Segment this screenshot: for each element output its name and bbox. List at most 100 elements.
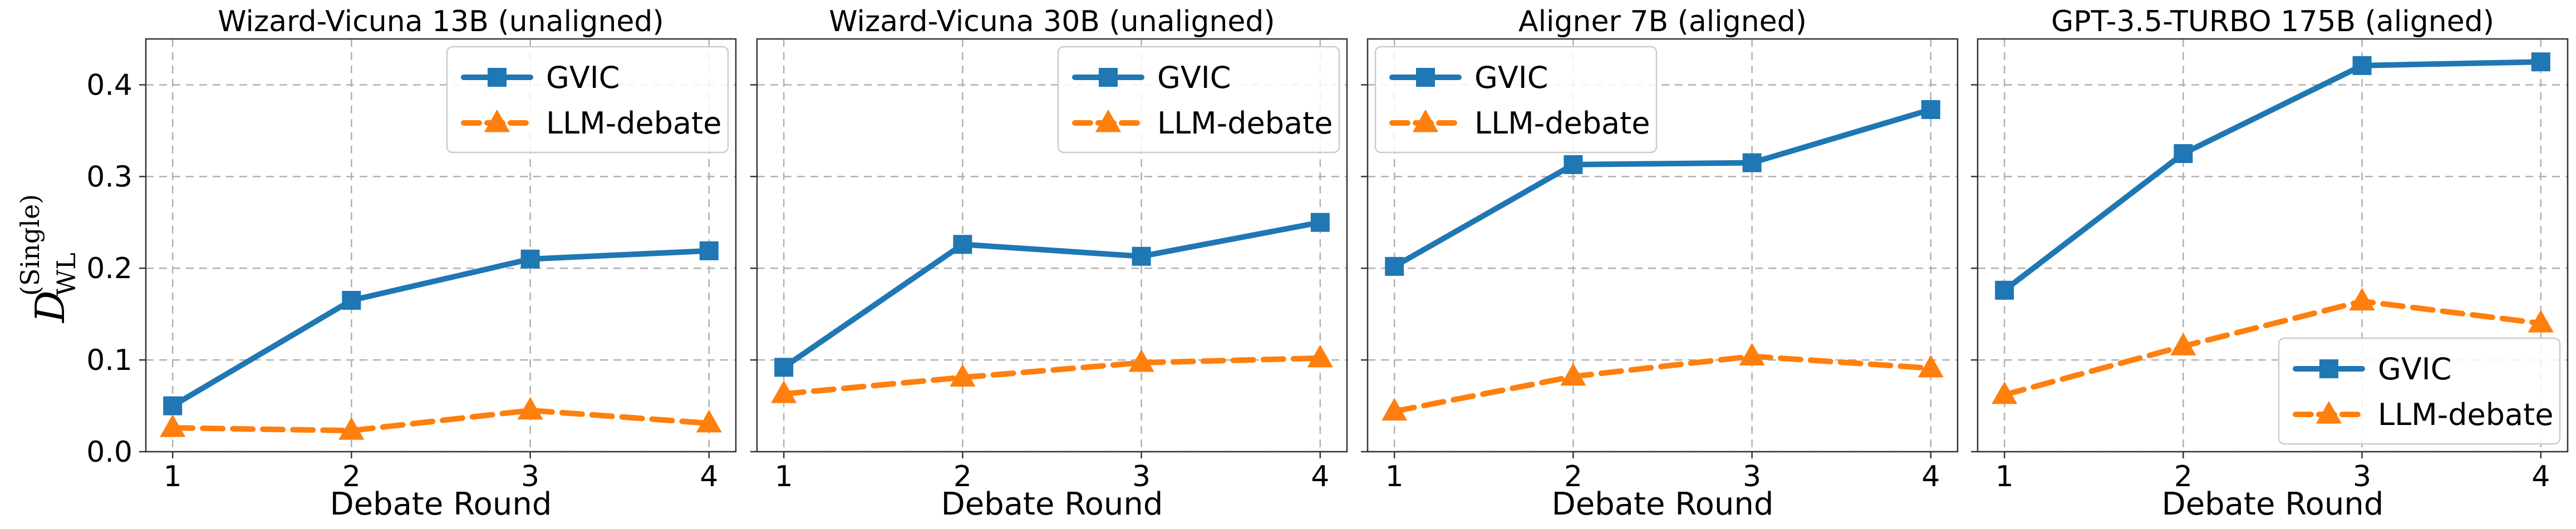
data-point-gvic [2174,144,2193,164]
series-line-gvic [781,219,1323,370]
legend-label-gvic: GVIC [1474,60,1548,95]
plot-frame [145,38,737,453]
legend: GVIC LLM-debate [1057,46,1340,154]
x-axis-title: Debate Round [1552,486,1774,522]
legend-marker-gvic [1099,68,1118,87]
data-point-gvic [1995,280,2014,300]
data-point-gvic [774,358,794,377]
data-point-llm-debate [1382,398,1408,421]
data-point-llm-debate [338,417,365,440]
x-tick-label: 1 [1385,460,1404,493]
x-tick-label: 3 [1132,460,1151,493]
legend-label-llm-debate: LLM-debate [546,106,722,141]
legend: GVIC LLM-debate [1374,46,1658,154]
data-point-llm-debate [1739,343,1765,366]
data-point-gvic [699,241,719,260]
chart-panel-4: 1 2 3 4 GPT-3.5-TURBO 175B (aligned) Debate R… [1971,5,2569,522]
x-tick-label: 2 [342,460,361,493]
data-point-gvic [2531,52,2550,72]
legend-label-llm-debate: LLM-debate [1474,106,1650,141]
y-axis-label: D WL (Single) [15,194,81,324]
plot-frame [1366,38,1959,453]
data-point-llm-debate [517,397,543,420]
y-tick-label: 0.0 [86,436,132,469]
legend-marker-gvic [488,68,507,87]
data-point-gvic [1385,256,1404,276]
y-axis-label-subscript: WL [51,253,81,296]
data-point-llm-debate [696,409,722,433]
series-line-gvic [2002,59,2544,293]
x-tick-label: 3 [2353,460,2371,493]
data-point-llm-debate [2170,333,2196,355]
series-line-gvic [1392,106,1934,269]
data-point-gvic [342,290,361,310]
x-tick-label: 2 [2174,460,2192,493]
legend-box [1374,46,1658,154]
data-point-gvic [163,396,183,416]
data-point-llm-debate [1128,349,1154,372]
x-tick-label: 3 [521,460,539,493]
x-tick-label: 1 [1995,460,2014,493]
legend-label-gvic: GVIC [1157,60,1231,95]
legend-marker-llm-debate [2316,401,2342,424]
legend: GVIC LLM-debate [2278,337,2561,445]
data-point-gvic [1132,246,1151,266]
data-point-gvic [1921,100,1940,119]
y-axis-label-main: D [27,290,73,324]
series-line-llm-debate [781,355,1323,397]
chart-panel-1: 1 2 3 4 0.0 0.1 0.2 0.3 0.4 Wizard-Vicuna 13B (un… [86,5,737,522]
x-tick-label: 3 [1743,460,1761,493]
x-tick-label: 2 [953,460,972,493]
legend-label-llm-debate: LLM-debate [2378,397,2554,432]
legend-marker-llm-debate [1095,109,1122,132]
y-axis-label-superscript: (Single) [15,194,45,296]
series-line-llm-debate [170,407,712,434]
series-line-gvic [170,248,712,409]
x-axis-title: Debate Round [330,486,552,522]
chart-panel-3: 1 2 3 4 Aligner 7B (aligned) Debate Round GVIC… [1361,5,1959,522]
data-point-gvic [1564,155,1583,174]
legend-marker-llm-debate [484,109,510,132]
x-axis-title: Debate Round [2162,486,2384,522]
x-axis-title: Debate Round [941,486,1163,522]
y-tick-label: 0.3 [86,160,132,194]
y-tick-label: 0.4 [86,68,132,102]
series-line-llm-debate [1392,353,1934,414]
data-point-gvic [2352,56,2372,75]
legend: GVIC LLM-debate [446,46,729,154]
data-point-gvic [520,249,540,269]
panel-title: Aligner 7B (aligned) [1518,5,1807,38]
data-point-llm-debate [2528,309,2554,333]
data-point-llm-debate [950,364,976,387]
legend-label-gvic: GVIC [546,60,620,95]
x-tick-label: 1 [775,460,793,493]
data-point-gvic [953,235,972,254]
legend-box [2278,337,2561,445]
data-point-llm-debate [1560,363,1586,386]
legend-label-gvic: GVIC [2378,352,2451,387]
data-point-llm-debate [1307,344,1333,368]
y-tick-label: 0.2 [86,252,132,285]
data-point-llm-debate [771,380,797,403]
plot-frame [756,38,1348,453]
x-tick-label: 4 [700,460,718,493]
legend-label-llm-debate: LLM-debate [1157,106,1333,141]
legend-marker-llm-debate [1412,109,1439,132]
data-point-llm-debate [1918,354,1944,378]
legend-box [446,46,729,154]
data-point-gvic [1310,212,1330,232]
x-tick-label: 4 [1921,460,1940,493]
x-tick-label: 2 [1564,460,1582,493]
series-line-llm-debate [2002,298,2544,398]
panel-title: Wizard-Vicuna 30B (unaligned) [829,5,1275,38]
x-tick-label: 4 [2531,460,2550,493]
plot-frame [1977,38,2569,453]
legend-marker-gvic [2319,359,2338,378]
panel-title: Wizard-Vicuna 13B (unaligned) [218,5,663,38]
legend-box [1057,46,1340,154]
data-point-llm-debate [2349,288,2375,311]
x-tick-label: 1 [164,460,182,493]
data-point-llm-debate [160,414,186,437]
x-tick-label: 4 [1311,460,1329,493]
data-point-llm-debate [1992,381,2018,404]
